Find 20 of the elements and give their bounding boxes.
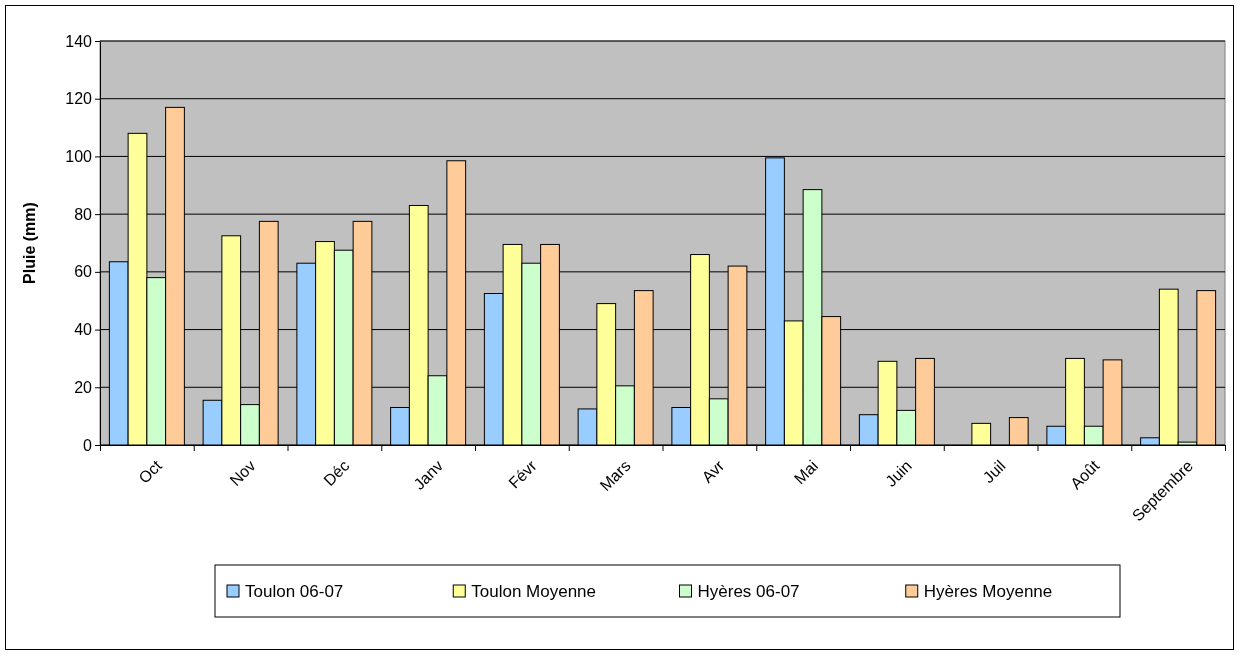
- y-tick-label: 140: [65, 32, 93, 50]
- x-tick-label: Juil: [979, 457, 1009, 487]
- legend-label: Toulon Moyenne: [471, 581, 597, 601]
- legend-label: Hyères Moyenne: [923, 581, 1053, 601]
- x-tick-label: Oct: [135, 456, 166, 487]
- y-tick-label: 40: [74, 321, 93, 339]
- legend-label: Toulon 06-07: [245, 581, 344, 601]
- y-tick-label: 80: [74, 205, 93, 223]
- y-tick-label: 120: [65, 90, 93, 108]
- x-tick-label: Avr: [698, 456, 728, 486]
- y-tick-label: 0: [83, 436, 93, 454]
- y-tick-label: 60: [74, 263, 93, 281]
- y-tick-label: 20: [74, 378, 93, 396]
- x-tick-label: Mai: [790, 457, 822, 488]
- y-axis-title: Pluie (mm): [21, 202, 38, 284]
- x-tick-label: Déc: [320, 457, 353, 490]
- x-tick-label: Juin: [882, 457, 915, 490]
- legend-label: Hyères 06-07: [697, 581, 800, 601]
- y-tick-label: 100: [65, 148, 93, 166]
- x-tick-label: Nov: [226, 457, 259, 490]
